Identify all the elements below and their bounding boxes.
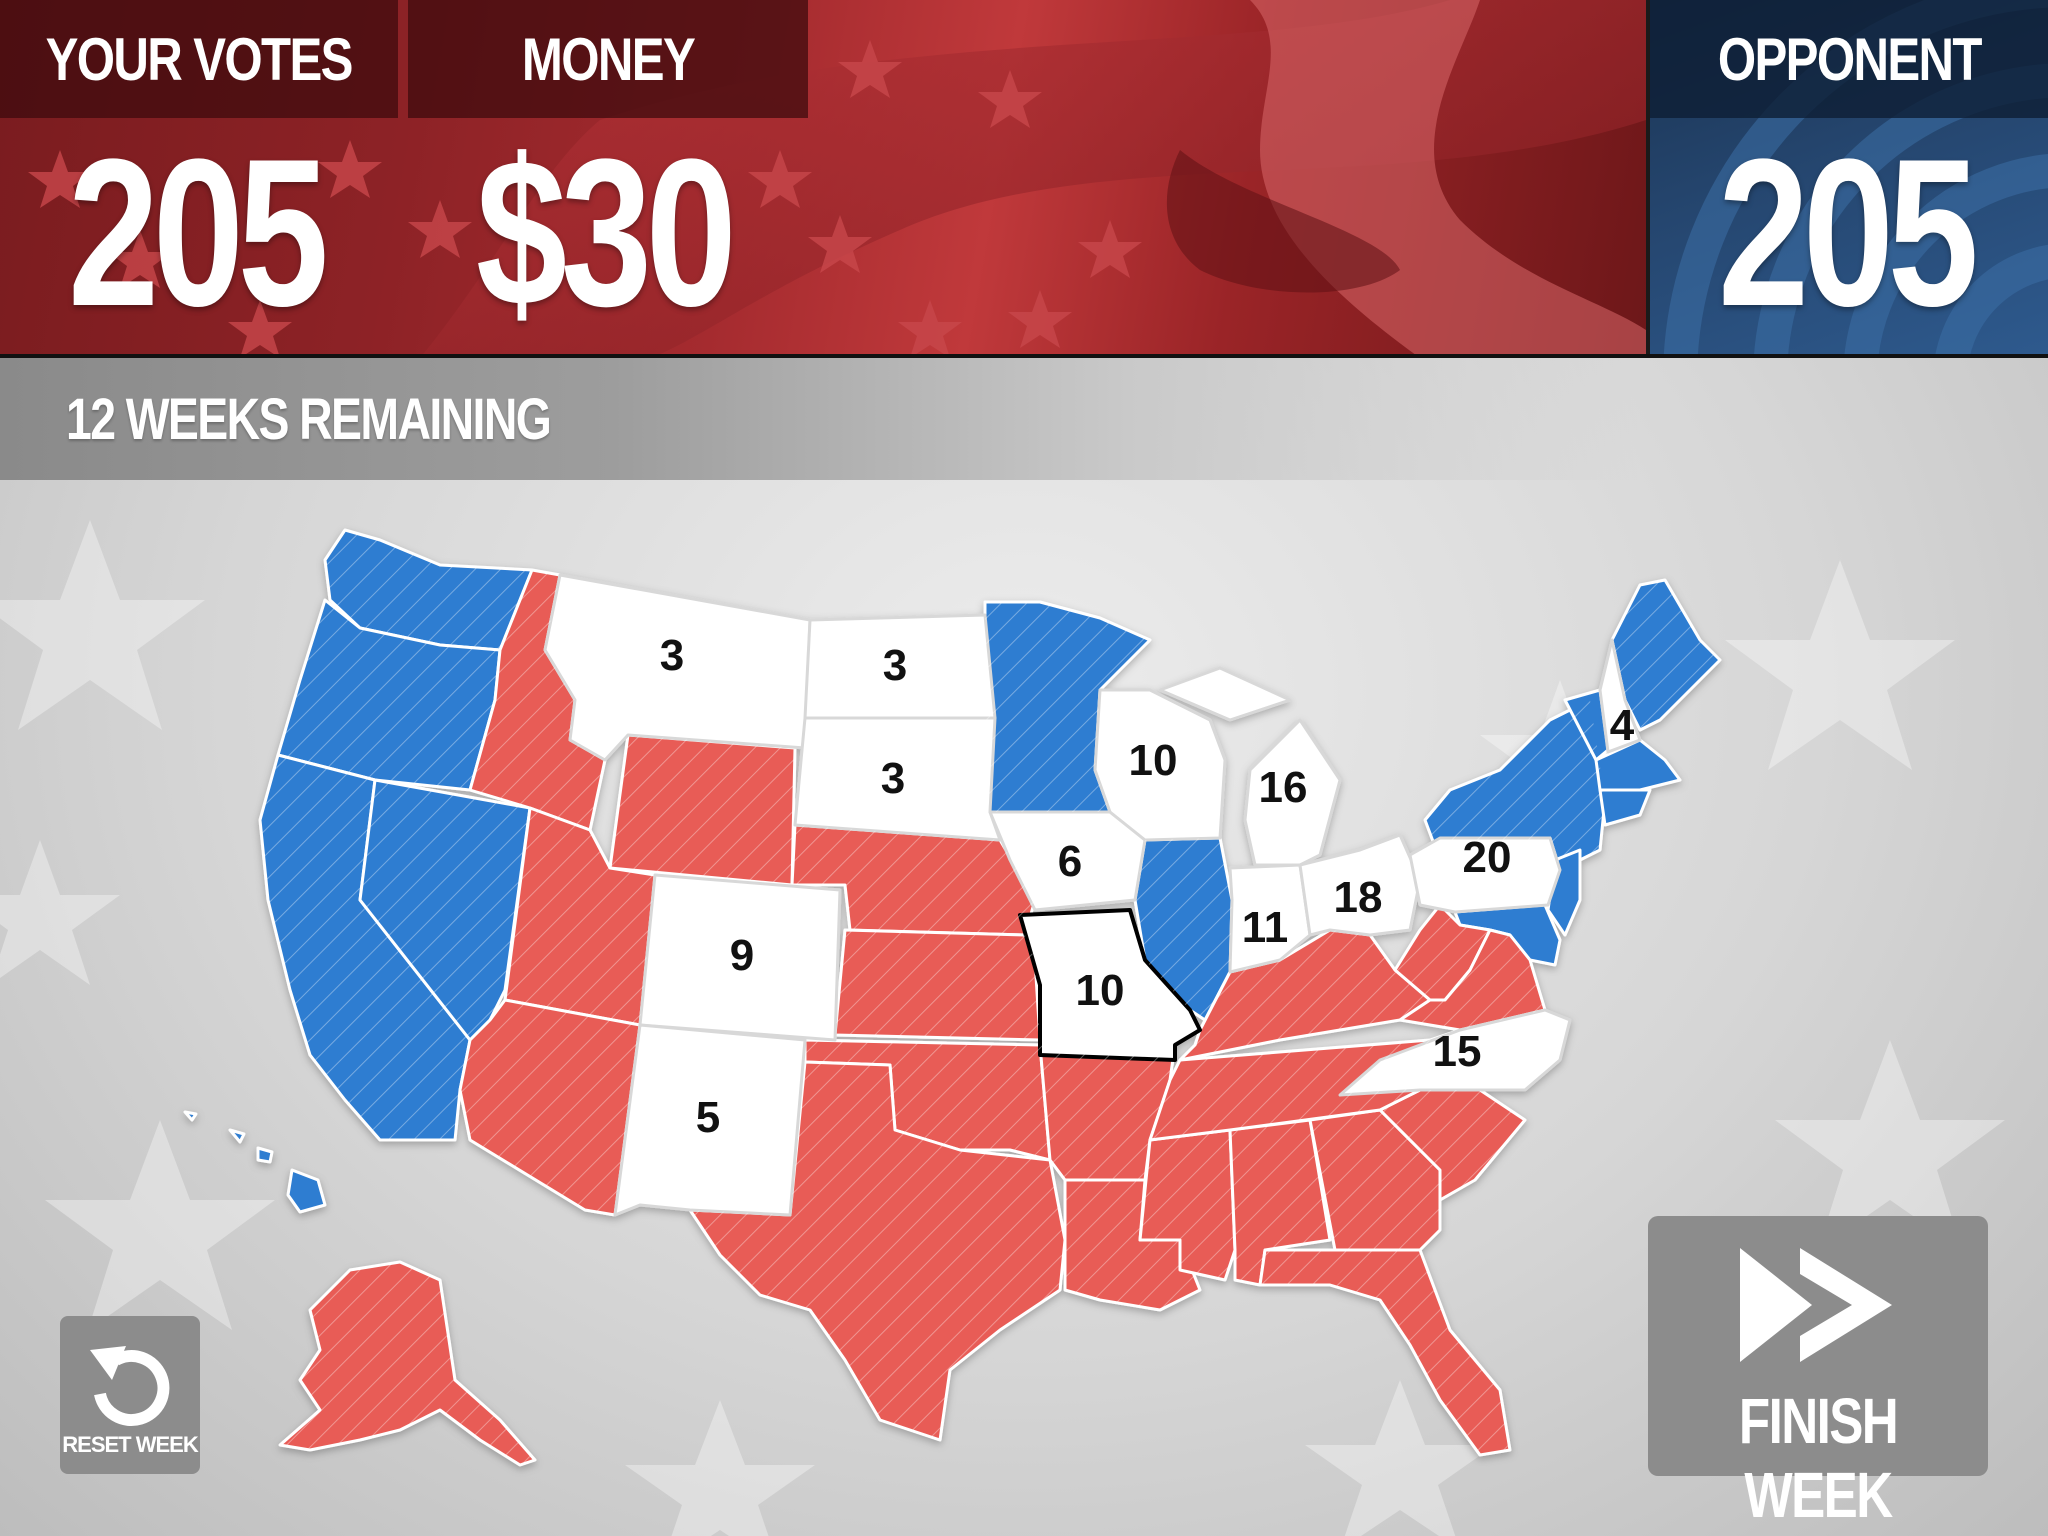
label-colorado: 9 xyxy=(730,931,754,980)
label-indiana: 11 xyxy=(1242,903,1289,952)
hatch-overlay xyxy=(260,530,1720,1465)
label-north-carolina: 15 xyxy=(1433,1027,1482,1076)
label-ohio: 18 xyxy=(1334,873,1383,922)
state-hawaii[interactable] xyxy=(185,1112,325,1212)
label-wisconsin: 10 xyxy=(1129,736,1178,785)
finish-week-button[interactable]: FINISH WEEK xyxy=(1648,1216,1988,1476)
label-north-dakota: 3 xyxy=(883,641,907,690)
label-new-hampshire: 4 xyxy=(1610,701,1635,750)
label-south-dakota: 3 xyxy=(881,754,905,803)
label-missouri: 10 xyxy=(1076,966,1125,1015)
label-montana: 3 xyxy=(660,631,684,680)
label-new-mexico: 5 xyxy=(696,1093,720,1142)
reset-week-label: RESET WEEK xyxy=(60,1432,200,1458)
finish-week-label: FINISH WEEK xyxy=(1648,1384,1988,1532)
state-connecticut-ri[interactable] xyxy=(1600,790,1650,825)
label-iowa: 6 xyxy=(1058,837,1082,886)
label-michigan: 16 xyxy=(1259,763,1308,812)
reset-week-button[interactable]: RESET WEEK xyxy=(60,1316,200,1474)
fast-forward-icon xyxy=(1732,1240,1904,1370)
label-pennsylvania: 20 xyxy=(1463,833,1512,882)
undo-arrow-icon xyxy=(86,1342,174,1430)
